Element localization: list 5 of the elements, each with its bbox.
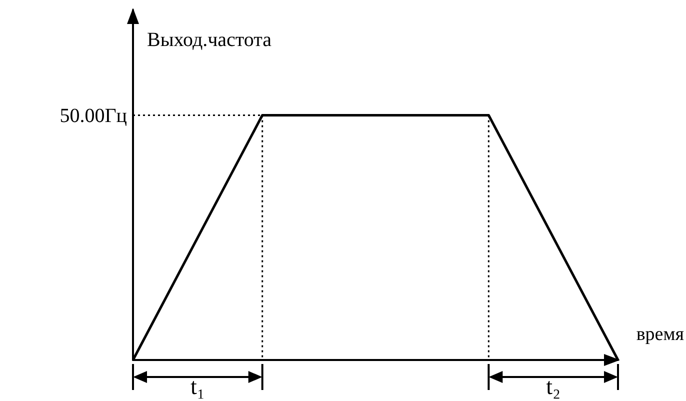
y-axis-title: Выход.частота [147, 29, 272, 51]
text: 50.00Гц [60, 105, 128, 128]
text: t₁ [190, 374, 205, 399]
text: t₂ [546, 374, 561, 399]
x-axis-title: время [636, 324, 684, 345]
